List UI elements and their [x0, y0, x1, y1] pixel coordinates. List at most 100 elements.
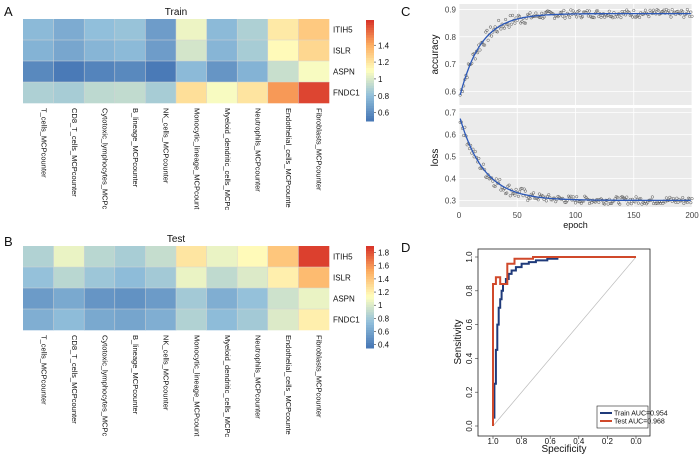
heatmap-cell: [267, 61, 299, 83]
epoch-point: [513, 193, 517, 197]
x-tick-label: 50: [513, 211, 522, 220]
legend-gradient-band: [366, 261, 374, 265]
legend-gradient-band: [366, 45, 374, 49]
column-label: CD8_T_cells_MCPcounter: [70, 335, 79, 424]
column-label: CD8_T_cells_MCPcounter: [70, 108, 79, 197]
epoch-point: [490, 176, 494, 180]
legend-gradient-band: [366, 98, 374, 102]
epoch-point: [499, 188, 503, 192]
epoch-point: [534, 11, 538, 15]
x-axis-label: Specificity: [541, 444, 586, 455]
epoch-point: [478, 48, 482, 52]
column-label: Monocytic_lineage_MCPcount: [192, 335, 201, 437]
column-label: Endothelial_cells_MCPcounte: [284, 108, 293, 208]
heatmap-cell: [267, 309, 299, 331]
epoch-point: [498, 177, 502, 182]
epoch-point: [587, 9, 592, 13]
epoch-point: [661, 201, 665, 205]
heatmap-cell: [53, 40, 85, 62]
epoch-point: [656, 8, 660, 12]
column-label: Myeloid_dendritic_cells_MCPc: [223, 108, 232, 210]
epoch-point: [481, 43, 486, 47]
heatmap-cell: [298, 61, 330, 83]
heatmap-cell: [237, 61, 269, 83]
epoch-point: [575, 195, 579, 199]
heatmap-cell: [298, 288, 330, 310]
heatmap-cell: [84, 246, 116, 268]
epoch-point: [520, 20, 524, 24]
heatmap-cell: [176, 40, 207, 62]
heatmap-cell: [298, 40, 330, 62]
epoch-point: [675, 196, 679, 200]
legend-gradient-band: [366, 256, 374, 260]
legend-gradient-band: [366, 302, 374, 306]
heatmap-cell: [298, 82, 330, 104]
legend-gradient-band: [366, 253, 374, 257]
epoch-point: [575, 15, 579, 19]
heatmap-cell: [84, 61, 116, 83]
row-label: ASPN: [333, 295, 355, 304]
epoch-point: [552, 16, 557, 20]
heatmap-title: Train: [165, 7, 187, 18]
legend-gradient-band: [366, 22, 374, 26]
heatmap-cell: [145, 309, 177, 331]
epoch-point: [486, 173, 490, 177]
heatmap-cell: [23, 40, 54, 62]
epoch-point: [597, 200, 601, 204]
legend-gradient-band: [366, 67, 374, 71]
legend-gradient-band: [366, 327, 374, 331]
heatmap-cell: [114, 19, 146, 41]
epoch-point: [483, 43, 487, 47]
epoch-point: [650, 195, 654, 199]
legend-gradient-band: [366, 263, 374, 267]
legend-tick-label: 1.2: [378, 288, 390, 297]
heatmap-cell: [114, 267, 146, 289]
y-tick-label: 0.2: [465, 386, 474, 398]
y-tick-label: 0.0: [465, 420, 474, 432]
epoch-point: [655, 201, 659, 205]
epoch-point: [507, 25, 511, 29]
heatmap-cell: [53, 19, 85, 41]
epoch-point: [473, 150, 477, 154]
epoch-point: [559, 10, 564, 14]
heatmap-cell: [237, 246, 269, 268]
epoch-point: [495, 30, 499, 34]
column-label: T_cells_MCPcounter: [39, 335, 48, 405]
diagonal-reference-line: [492, 256, 637, 427]
legend-gradient-band: [366, 75, 374, 79]
legend-gradient-band: [366, 279, 374, 283]
epoch-point: [528, 11, 532, 15]
y-tick-label: 0.6: [445, 87, 457, 96]
heatmap-cell: [206, 61, 238, 83]
heatmap-cell: [237, 19, 269, 41]
y-tick-label: 0.5: [445, 152, 457, 161]
epoch-point: [592, 16, 596, 20]
epoch-point: [643, 8, 647, 12]
legend-gradient-band: [366, 294, 374, 298]
epoch-point: [689, 201, 693, 205]
row-label: ITIH5: [333, 253, 353, 262]
legend-gradient-band: [366, 325, 374, 329]
x-tick-label: 0.4: [573, 437, 585, 446]
heatmap-cell: [176, 309, 207, 331]
legend-gradient-band: [366, 340, 374, 344]
epoch-point: [523, 189, 527, 193]
legend-tick-label: 1: [378, 75, 383, 84]
row-label: FNDC1: [333, 316, 360, 325]
epoch-point: [608, 201, 613, 205]
heatmap-cell: [23, 246, 54, 268]
legend-gradient-band: [366, 108, 374, 112]
epoch-point: [497, 18, 501, 22]
legend-gradient-band: [366, 55, 374, 59]
legend-gradient-band: [366, 62, 374, 66]
legend-gradient-band: [366, 118, 374, 122]
legend-gradient-band: [366, 85, 374, 89]
epoch-point: [485, 175, 489, 179]
epoch-point: [682, 201, 686, 205]
epoch-point: [682, 15, 686, 19]
legend-gradient-band: [366, 304, 374, 308]
legend-gradient-band: [366, 25, 374, 29]
legend-entry: Train AUC=0.954: [614, 411, 668, 418]
legend-gradient-band: [366, 47, 374, 51]
